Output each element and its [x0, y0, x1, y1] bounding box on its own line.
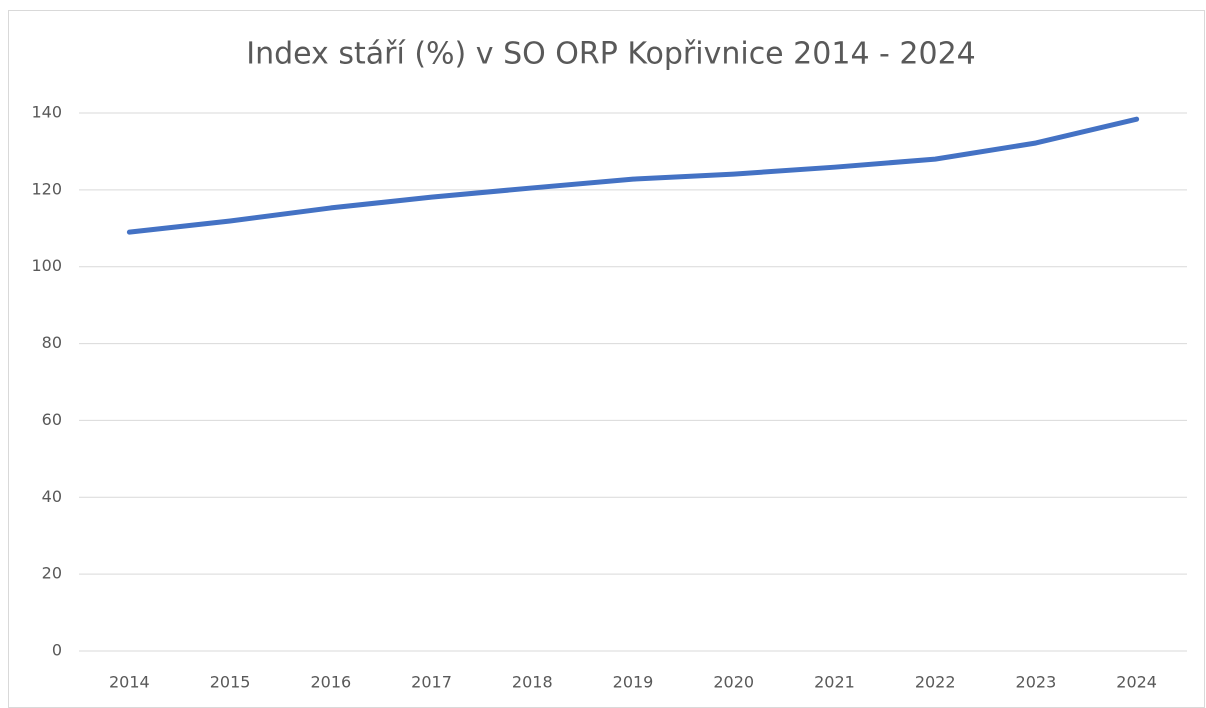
x-tick-label: 2021 [814, 673, 855, 692]
x-tick-label: 2017 [411, 673, 452, 692]
x-tick-label: 2014 [109, 673, 150, 692]
x-tick-label: 2018 [512, 673, 553, 692]
y-tick-label: 20 [42, 564, 62, 583]
x-tick-label: 2023 [1016, 673, 1057, 692]
y-tick-label: 40 [42, 487, 62, 506]
chart-title: Index stáří (%) v SO ORP Kopřivnice 2014… [246, 37, 976, 72]
y-tick-label: 80 [42, 333, 62, 352]
data-line [126, 116, 1140, 235]
y-tick-label: 100 [31, 256, 62, 275]
y-tick-label: 120 [31, 179, 62, 198]
x-tick-label: 2022 [915, 673, 956, 692]
x-tick-label: 2019 [613, 673, 654, 692]
x-tick-label: 2015 [210, 673, 251, 692]
y-tick-label: 60 [42, 410, 62, 429]
x-tick-label: 2016 [310, 673, 351, 692]
y-tick-label: 140 [31, 103, 62, 122]
x-tick-label: 2024 [1116, 673, 1157, 692]
x-tick-label: 2020 [713, 673, 754, 692]
chart-frame [8, 10, 1205, 708]
y-tick-label: 0 [52, 641, 62, 660]
